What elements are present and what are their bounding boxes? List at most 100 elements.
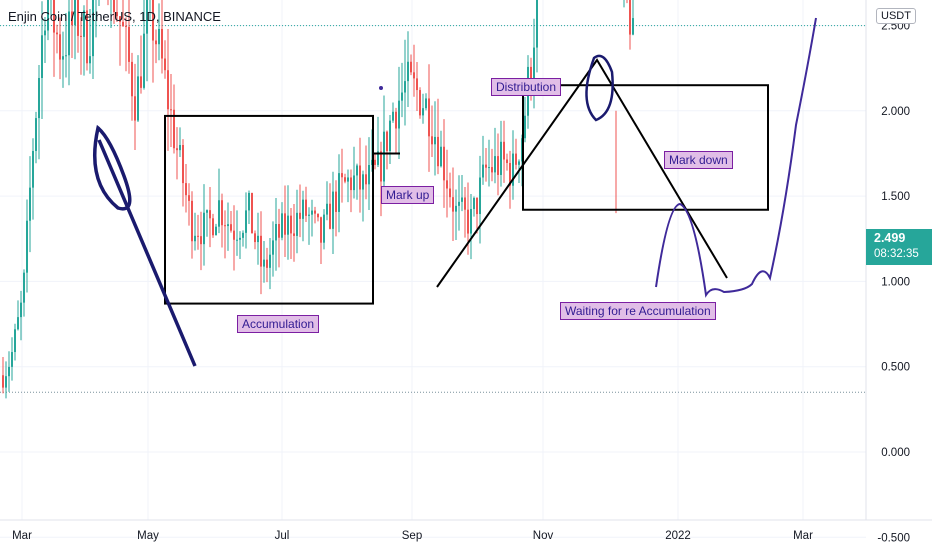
candle-body: [224, 225, 226, 227]
candle-body: [341, 173, 343, 178]
candle-body: [632, 18, 634, 35]
candle-body: [53, 0, 55, 33]
candle: [290, 207, 292, 260]
annotation-accumulation[interactable]: Accumulation: [237, 315, 320, 333]
candle-body: [278, 223, 280, 238]
projection-path: [655, 17, 817, 298]
candle: [479, 155, 481, 244]
candle: [272, 221, 274, 277]
candle-body: [233, 230, 235, 240]
candle: [155, 29, 157, 64]
candle: [149, 0, 151, 21]
candle: [158, 3, 160, 61]
candle: [95, 0, 97, 38]
bar-countdown: 08:32:35: [874, 248, 919, 260]
candle-body: [329, 203, 331, 229]
candle: [221, 193, 223, 248]
price-tick-label: 2.000: [881, 106, 910, 118]
candle-body: [167, 70, 169, 110]
candle-body: [293, 233, 295, 236]
candle-body: [530, 66, 532, 81]
candle-body: [215, 226, 217, 236]
candle: [26, 199, 28, 293]
candle: [356, 163, 358, 200]
currency-button[interactable]: USDT: [876, 8, 916, 24]
candle: [515, 138, 517, 170]
candle-body: [383, 131, 385, 182]
annotation-mark-down[interactable]: Mark down: [664, 151, 733, 169]
candle-body: [404, 81, 406, 93]
markdown-trend-line: [97, 139, 197, 367]
candle: [455, 189, 457, 241]
candle-body: [2, 375, 4, 388]
candle: [92, 0, 94, 80]
candle: [449, 172, 451, 208]
candle-body: [461, 197, 463, 202]
candle: [146, 0, 148, 82]
candle: [314, 206, 316, 224]
candle: [17, 300, 19, 331]
candle-body: [407, 61, 409, 82]
candle: [86, 0, 88, 71]
price-tick-label: -0.500: [877, 532, 910, 544]
candle-body: [245, 210, 247, 233]
candle-body: [86, 10, 88, 64]
candle-body: [494, 156, 496, 173]
candle: [524, 97, 526, 143]
candle-body: [359, 165, 361, 190]
price-axis[interactable]: 5.0004.5004.0003.5003.0002.5002.0001.500…: [877, 0, 910, 545]
time-axis[interactable]: Mar May Jul Sep Nov 2022 Mar: [12, 530, 813, 542]
candle: [110, 0, 112, 29]
annotation-mark-up[interactable]: Mark up: [381, 186, 435, 204]
candle: [497, 133, 499, 196]
candle-body: [254, 233, 256, 243]
candle-body: [131, 61, 133, 97]
candle-body: [518, 161, 520, 165]
candle-body: [356, 165, 358, 176]
candle: [119, 16, 121, 66]
candle: [53, 0, 55, 77]
candle: [404, 39, 406, 126]
candle: [452, 167, 454, 241]
candle: [230, 210, 232, 233]
candle: [254, 230, 256, 250]
candle: [383, 95, 385, 192]
candle-body: [458, 201, 460, 206]
candle: [65, 12, 67, 78]
candle-body: [497, 156, 499, 175]
candle: [407, 31, 409, 107]
time-tick-label: Sep: [402, 530, 422, 542]
candle-body: [389, 120, 391, 152]
candle-body: [482, 164, 484, 178]
candle-body: [305, 199, 307, 216]
candle-body: [38, 77, 40, 119]
annotation-distribution[interactable]: Distribution: [491, 78, 562, 96]
candle-body: [140, 76, 142, 88]
candle: [440, 130, 442, 168]
candle: [41, 1, 43, 119]
candle-body: [158, 28, 160, 45]
candle: [428, 64, 430, 172]
candle: [137, 55, 139, 122]
candle-body: [173, 109, 175, 149]
candle-body: [500, 141, 502, 175]
candle: [629, 0, 631, 50]
candle-body: [260, 235, 262, 267]
candle: [401, 62, 403, 118]
price-tick-label: 0.500: [881, 362, 910, 374]
candle-body: [176, 148, 178, 151]
candle: [395, 107, 397, 155]
candle: [425, 93, 427, 111]
candle-body: [410, 61, 412, 73]
candle-body: [182, 145, 184, 184]
candle-body: [275, 223, 277, 241]
candle-body: [32, 151, 34, 188]
candle-body: [152, 0, 154, 41]
candle: [353, 146, 355, 199]
candle-body: [128, 26, 130, 62]
annotation-waiting[interactable]: Waiting for re Accumulation: [560, 302, 716, 320]
candle-body: [362, 174, 364, 190]
candle: [80, 17, 82, 75]
candle-body: [239, 237, 241, 240]
